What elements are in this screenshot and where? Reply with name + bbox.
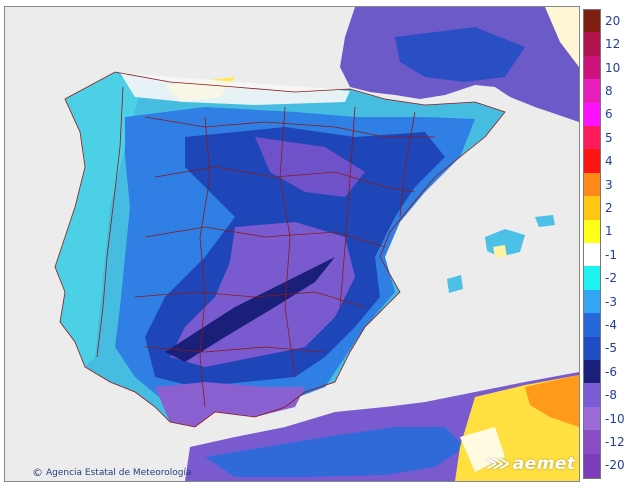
credit-text: Agencia Estatal de Meteorología xyxy=(46,467,192,478)
legend-swatch xyxy=(583,79,601,104)
legend-swatch xyxy=(583,9,601,34)
legend-label: 6 xyxy=(605,107,613,122)
legend-label: 12 xyxy=(605,37,621,52)
legend-swatch xyxy=(583,430,601,455)
legend-label: 20 xyxy=(605,13,621,28)
logo-icon: ⋙ xyxy=(486,454,511,474)
legend-label: 2 xyxy=(605,200,613,215)
legend-swatch xyxy=(583,406,601,431)
legend-swatch xyxy=(583,172,601,197)
logo-text: aemet xyxy=(512,454,576,474)
temperature-map xyxy=(4,6,580,482)
navy-streak xyxy=(165,257,335,362)
legend-label: 1 xyxy=(605,224,613,239)
legend-label: 10 xyxy=(605,60,621,75)
south-purple xyxy=(155,382,305,427)
legend-label: -6 xyxy=(605,364,617,379)
legend-swatch xyxy=(583,196,601,221)
region-borders xyxy=(54,71,506,428)
africa-white xyxy=(460,427,505,472)
legend-label: -20 xyxy=(605,458,625,473)
legend-swatch xyxy=(583,453,601,479)
legend-swatch xyxy=(583,219,601,244)
legend-label: -3 xyxy=(605,294,617,309)
legend-label: 4 xyxy=(605,154,613,169)
copyright-icon: © xyxy=(32,466,43,479)
legend-label: -10 xyxy=(605,411,625,426)
north-white-strip xyxy=(120,73,350,105)
legend-label: 8 xyxy=(605,83,613,98)
africa-orange xyxy=(525,375,579,427)
legend-label: -5 xyxy=(605,341,617,356)
legend-swatch xyxy=(583,32,601,57)
legend-swatch xyxy=(583,102,601,127)
legend-swatch xyxy=(583,383,601,408)
legend-swatch xyxy=(583,289,601,314)
legend-label: -2 xyxy=(605,271,617,286)
legend-label: -1 xyxy=(605,247,617,262)
temperature-legend: 20 12 10 8 6 5 4 3 2 1 -1 -2 -3 -4 -5 -6 -8 -10 -12 -20 xyxy=(583,9,630,479)
credit-line: © Agencia Estatal de Meteorología xyxy=(32,466,192,479)
legend-swatch xyxy=(583,360,601,384)
west-coast-cyan xyxy=(55,72,140,367)
legend-label: -8 xyxy=(605,388,617,403)
ibiza-island xyxy=(447,275,463,293)
mallorca-warm xyxy=(493,245,507,257)
map-canvas xyxy=(5,7,579,481)
aemet-logo: ⋙ aemet xyxy=(486,454,576,474)
france-dark-area xyxy=(395,27,525,82)
legend-label: 5 xyxy=(605,130,613,145)
menorca-island xyxy=(535,215,555,227)
legend-swatch xyxy=(583,336,601,361)
legend-label: -4 xyxy=(605,317,617,332)
legend-swatch xyxy=(583,149,601,174)
legend-swatch xyxy=(583,126,601,150)
legend-swatch xyxy=(583,243,601,267)
africa-blue xyxy=(205,427,465,477)
legend-swatch xyxy=(583,55,601,80)
legend-label: 3 xyxy=(605,177,613,192)
legend-swatch xyxy=(583,266,601,291)
north-purple xyxy=(255,137,365,197)
legend-label: -12 xyxy=(605,434,625,449)
france-top-warm xyxy=(545,7,579,67)
legend-swatch xyxy=(583,313,601,338)
